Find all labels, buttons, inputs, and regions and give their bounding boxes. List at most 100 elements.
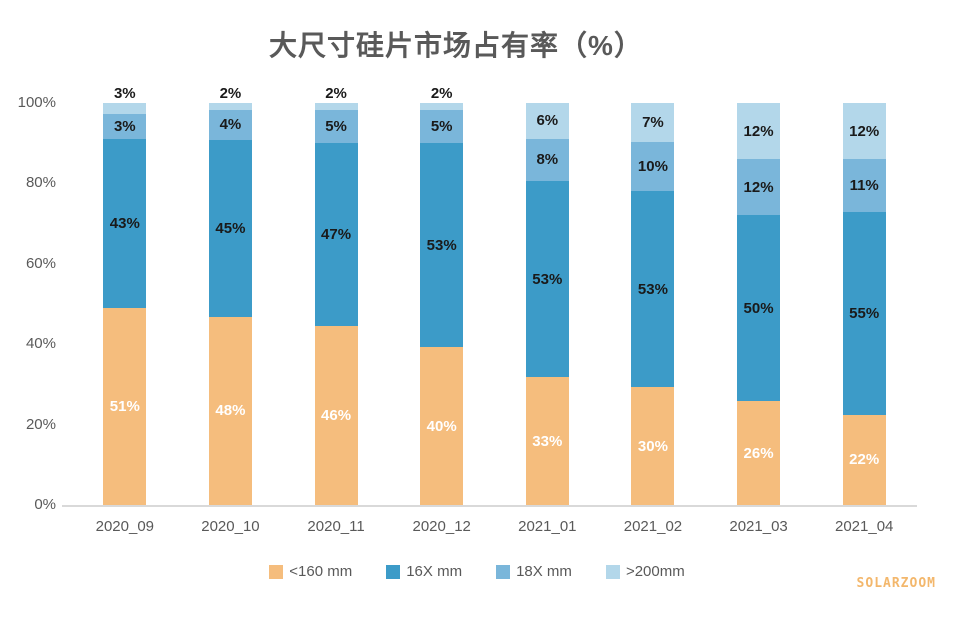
bar-segment-160mm: 26% — [737, 401, 781, 506]
y-axis-label: 100% — [17, 94, 56, 111]
x-axis-label: 2021_03 — [729, 518, 788, 535]
bar-group-2021_01: 6% 8% 53% 33% 2021_01 — [495, 103, 601, 535]
data-label: 55% — [849, 304, 880, 322]
bar-stack: 6% 8% 53% 33% — [525, 103, 569, 505]
legend-swatch-icon — [496, 564, 511, 579]
bar-stack: 3% 3% 43% 51% — [103, 85, 147, 505]
chart-title: 大尺寸硅片市场占有率（%） — [269, 30, 643, 61]
data-label: 43% — [109, 215, 140, 233]
bar-stack: 2% 4% 45% 48% — [208, 85, 252, 505]
bar-segment-18Xmm: 11% — [842, 159, 886, 212]
bar-segment-16Xmm: 43% — [103, 139, 147, 308]
x-axis-label: 2020_11 — [307, 518, 365, 535]
y-axis-label: 60% — [25, 254, 56, 272]
legend-label: <160 mm — [289, 563, 353, 580]
bar-segment-200mm — [314, 103, 358, 111]
bar-segment-18Xmm: 4% — [208, 110, 252, 140]
data-label: 53% — [532, 270, 563, 288]
y-axis: 0% 20% 40% 60% 80% 100% — [0, 0, 56, 619]
legend-item-160mm: <160 mm — [269, 563, 352, 580]
bar-segment-18Xmm: 12% — [737, 159, 781, 216]
bar-segment-160mm: 51% — [103, 307, 147, 505]
bar-stack: 12% 11% 55% 22% — [842, 103, 886, 505]
y-axis-label: 20% — [25, 415, 56, 433]
bar-segment-160mm: 33% — [525, 377, 569, 505]
bar-segment-200mm — [103, 103, 147, 114]
bar-group-2021_03: 12% 12% 50% 26% 2021_03 — [706, 103, 812, 535]
bar-segment-16Xmm: 53% — [420, 142, 464, 348]
data-label: 5% — [325, 118, 347, 136]
data-label: 12% — [849, 122, 880, 140]
data-label: 8% — [536, 151, 559, 169]
bar-group-2021_04: 12% 11% 55% 22% 2021_04 — [811, 103, 917, 535]
x-axis-label: 2021_04 — [834, 518, 894, 535]
data-label: 6% — [536, 112, 559, 130]
bar-stack: 2% 5% 53% 40% — [420, 85, 464, 505]
bar-segment-160mm: 40% — [420, 347, 464, 505]
bar-group-2021_02: 7% 10% 53% 30% 2021_02 — [600, 103, 706, 535]
bar-group-2020_12: 2% 5% 53% 40% 2020_12 — [389, 85, 495, 535]
data-label: 26% — [743, 444, 774, 462]
data-label: 51% — [109, 397, 140, 415]
bar-segment-16Xmm: 47% — [314, 142, 358, 326]
x-axis-label: 2021_01 — [518, 518, 577, 535]
legend-swatch-icon — [269, 564, 284, 579]
y-axis-label: 40% — [25, 335, 56, 353]
x-axis-label: 2020_12 — [412, 518, 471, 535]
bar-segment-16Xmm: 53% — [631, 191, 675, 388]
bar-group-2020_09: 3% 3% 43% 51% 2020_09 — [72, 85, 178, 535]
data-label: 48% — [215, 402, 246, 420]
watermark-solarzoom: SOLARZOOM — [856, 576, 936, 591]
bar-segment-160mm: 48% — [208, 316, 252, 505]
x-axis-line — [62, 505, 917, 507]
data-label: 11% — [849, 176, 879, 194]
bar-stack: 12% 12% 50% 26% — [737, 103, 781, 506]
data-label: 53% — [426, 236, 457, 254]
bar-segment-200mm: 12% — [842, 103, 886, 160]
data-label: 4% — [219, 116, 242, 134]
bar-stack: 7% 10% 53% 30% — [631, 103, 675, 505]
bar-segment-200mm: 6% — [525, 103, 569, 139]
bar-segment-18Xmm: 3% — [103, 113, 147, 140]
data-label: 2% — [430, 85, 453, 102]
bar-segment-200mm — [420, 103, 464, 111]
legend-label: >200mm — [625, 563, 685, 580]
bar-segment-16Xmm: 55% — [842, 211, 886, 415]
data-label: 3% — [113, 85, 136, 102]
legend: <160 mm 16X mm 18X mm >200mm — [0, 563, 954, 580]
x-axis-label: 2020_09 — [95, 518, 155, 535]
data-label: 10% — [637, 158, 668, 176]
legend-label: 16X mm — [406, 563, 463, 580]
legend-item-16Xmm: 16X mm — [386, 563, 462, 580]
bar-group-2020_11: 2% 5% 47% 46% 2020_11 — [283, 85, 389, 535]
x-axis-label: 2021_02 — [623, 518, 683, 535]
x-axis-label: 2020_10 — [201, 518, 260, 535]
data-label: 47% — [321, 225, 352, 243]
bar-segment-200mm — [208, 103, 252, 111]
bar-segment-200mm: 7% — [631, 103, 675, 142]
data-label: 40% — [426, 417, 457, 435]
bar-stack: 2% 5% 47% 46% — [314, 85, 358, 505]
bar-segment-160mm: 22% — [842, 414, 886, 505]
data-label: 12% — [743, 178, 774, 196]
y-axis-label: 80% — [25, 174, 56, 192]
data-label: 12% — [743, 122, 774, 140]
bar-segment-16Xmm: 45% — [208, 139, 252, 317]
legend-swatch-icon — [605, 564, 620, 579]
bar-segment-160mm: 46% — [314, 325, 358, 505]
data-label: 2% — [219, 85, 242, 102]
legend-label: 18X mm — [516, 563, 572, 580]
bar-segment-18Xmm: 5% — [420, 110, 464, 143]
data-label: 7% — [642, 113, 664, 131]
bar-segment-160mm: 30% — [631, 387, 675, 505]
bar-group-2020_10: 2% 4% 45% 48% 2020_10 — [178, 85, 284, 535]
data-label: 22% — [849, 451, 880, 469]
bar-segment-16Xmm: 50% — [737, 215, 781, 402]
legend-item-18Xmm: 18X mm — [496, 563, 572, 580]
legend-item-200mm: >200mm — [605, 563, 685, 580]
bar-segment-18Xmm: 8% — [525, 138, 569, 181]
data-label: 30% — [637, 437, 668, 455]
plot-area: 3% 3% 43% 51% 2020_09 2% 4% 45% 48% 2020_10 2% 5% 47… — [72, 85, 917, 535]
legend-swatch-icon — [386, 564, 401, 579]
